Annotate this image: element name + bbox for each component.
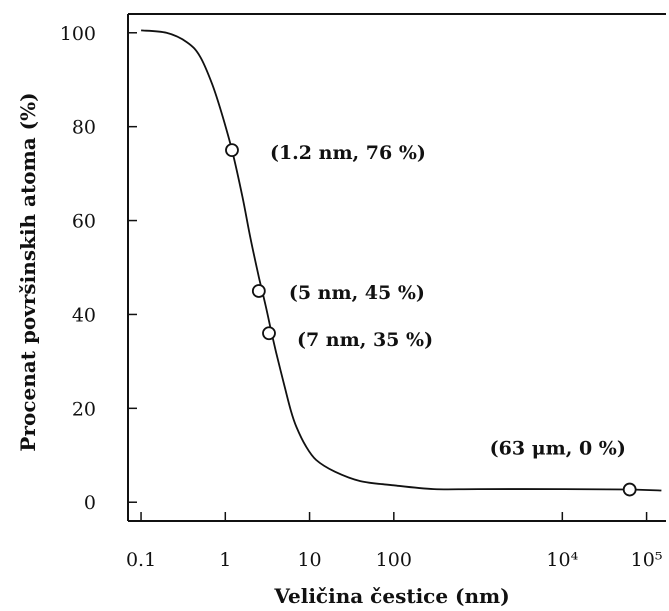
series-line [141,29,662,492]
x-tick-label: 0.1 [126,549,156,571]
y-tick-label: 80 [72,117,96,139]
chart-axes [127,13,666,522]
y-axis-ticks: 0 20 40 60 80 100 [60,23,137,514]
x-axis-title: Veličina čestice (nm) [273,584,509,608]
x-tick-label: 10⁴ [546,549,578,571]
chart-points [225,143,637,497]
y-tick-label: 0 [84,492,96,514]
data-point-marker [622,482,637,497]
data-point-marker [225,143,239,158]
y-tick-label: 40 [72,304,96,326]
x-tick-label: 1 [219,549,231,571]
y-tick-label: 20 [72,398,96,420]
x-tick-label: 10 [297,549,321,571]
x-tick-label: 100 [376,549,412,571]
x-axis-ticks: 0.1 1 10 100 10⁴ 10⁵ [126,512,663,571]
point-annotation: (63 μm, 0 %) [490,438,626,460]
y-tick-label: 60 [72,211,96,233]
y-axis-title: Procenat površinskih atoma (%) [16,92,40,451]
point-annotation: (7 nm, 35 %) [297,329,433,351]
y-tick-label: 100 [60,23,96,45]
point-annotation: (1.2 nm, 76 %) [270,142,426,164]
chart-series [141,29,662,492]
point-annotation: (5 nm, 45 %) [289,282,425,304]
data-point-marker [262,326,276,341]
data-point-marker [251,284,266,298]
x-tick-label: 10⁵ [631,549,663,571]
chart-annotations: (1.2 nm, 76 %) (5 nm, 45 %) (7 nm, 35 %) (6… [270,142,626,459]
